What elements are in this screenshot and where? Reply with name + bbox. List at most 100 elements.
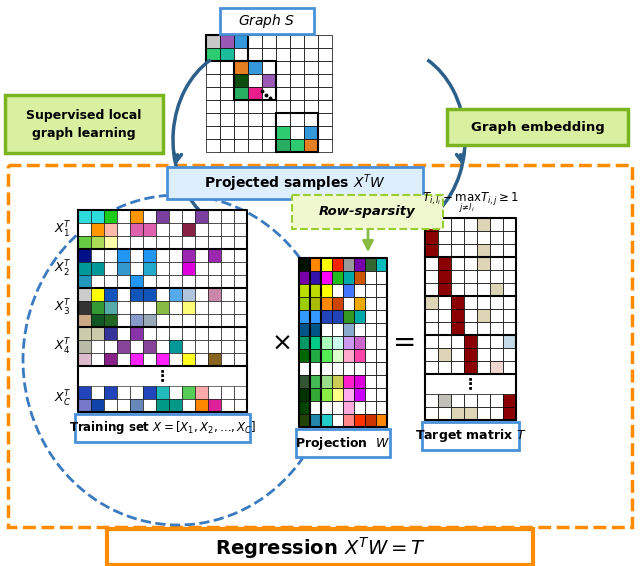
Bar	[169, 249, 182, 262]
Bar	[130, 210, 143, 223]
Bar	[354, 310, 365, 323]
Bar	[490, 270, 503, 283]
Bar	[310, 388, 321, 401]
Bar	[156, 288, 169, 301]
Bar	[490, 218, 503, 231]
Bar	[78, 399, 91, 412]
Bar	[503, 394, 516, 407]
Bar	[91, 340, 104, 353]
Bar	[130, 301, 143, 314]
Bar	[91, 249, 104, 262]
Bar	[354, 258, 365, 271]
Bar	[182, 288, 195, 301]
Bar	[104, 399, 117, 412]
Bar	[206, 35, 220, 48]
Bar	[451, 322, 464, 335]
Bar	[332, 388, 343, 401]
Bar	[208, 327, 221, 340]
Bar	[169, 340, 182, 353]
Bar	[262, 87, 276, 100]
Bar	[321, 297, 332, 310]
Bar	[304, 100, 318, 113]
Bar	[304, 126, 318, 139]
Text: $X_4^T$: $X_4^T$	[54, 336, 72, 357]
Bar	[477, 270, 490, 283]
Bar	[438, 407, 451, 420]
Bar	[143, 210, 156, 223]
Bar	[464, 257, 477, 270]
Bar	[490, 231, 503, 244]
Bar	[248, 35, 262, 48]
FancyBboxPatch shape	[167, 167, 423, 199]
Text: $\times$: $\times$	[271, 331, 291, 354]
Bar	[169, 262, 182, 275]
Text: Regression $X^TW=T$: Regression $X^TW=T$	[214, 535, 426, 561]
Bar	[365, 284, 376, 297]
Bar	[169, 288, 182, 301]
Bar	[156, 223, 169, 236]
Bar	[354, 336, 365, 349]
Bar	[290, 48, 304, 61]
Bar	[276, 100, 290, 113]
Bar	[451, 270, 464, 283]
FancyBboxPatch shape	[296, 429, 390, 457]
Bar	[234, 236, 247, 249]
Text: $X_2^T$: $X_2^T$	[54, 259, 72, 278]
Bar	[221, 262, 234, 275]
Bar	[332, 258, 343, 271]
Bar	[182, 399, 195, 412]
Bar	[262, 100, 276, 113]
Bar	[91, 275, 104, 288]
Bar	[464, 309, 477, 322]
Bar	[503, 244, 516, 257]
Bar	[169, 353, 182, 366]
Bar	[343, 310, 354, 323]
Bar	[503, 407, 516, 420]
Bar	[248, 139, 262, 152]
Bar	[332, 401, 343, 414]
Bar	[91, 353, 104, 366]
Bar	[248, 74, 262, 87]
Bar	[438, 322, 451, 335]
Bar	[299, 388, 310, 401]
Bar	[343, 362, 354, 375]
Bar	[262, 126, 276, 139]
Bar	[464, 361, 477, 374]
Bar	[234, 301, 247, 314]
Bar	[221, 301, 234, 314]
Bar	[221, 327, 234, 340]
Bar	[290, 35, 304, 48]
Bar	[490, 322, 503, 335]
Bar	[208, 275, 221, 288]
Bar	[438, 361, 451, 374]
Bar	[117, 275, 130, 288]
Bar	[104, 288, 117, 301]
Bar	[425, 244, 438, 257]
Bar	[130, 327, 143, 340]
Bar	[130, 314, 143, 327]
Bar	[195, 340, 208, 353]
Bar	[248, 48, 262, 61]
Bar	[290, 126, 304, 139]
Bar	[299, 414, 310, 427]
Bar	[104, 249, 117, 262]
Bar	[365, 362, 376, 375]
Bar	[221, 386, 234, 399]
Bar	[156, 249, 169, 262]
Bar	[438, 244, 451, 257]
Bar	[343, 271, 354, 284]
Bar	[332, 271, 343, 284]
Bar	[208, 262, 221, 275]
Bar	[451, 231, 464, 244]
Bar	[332, 297, 343, 310]
Text: Graph embedding: Graph embedding	[470, 121, 604, 134]
Bar	[206, 126, 220, 139]
Bar	[104, 210, 117, 223]
Bar	[276, 113, 290, 126]
Bar	[376, 362, 387, 375]
Bar	[321, 401, 332, 414]
Bar	[464, 322, 477, 335]
Bar	[262, 74, 276, 87]
Bar	[234, 340, 247, 353]
Bar	[104, 327, 117, 340]
